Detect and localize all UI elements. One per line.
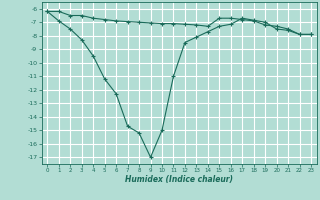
X-axis label: Humidex (Indice chaleur): Humidex (Indice chaleur)	[125, 175, 233, 184]
